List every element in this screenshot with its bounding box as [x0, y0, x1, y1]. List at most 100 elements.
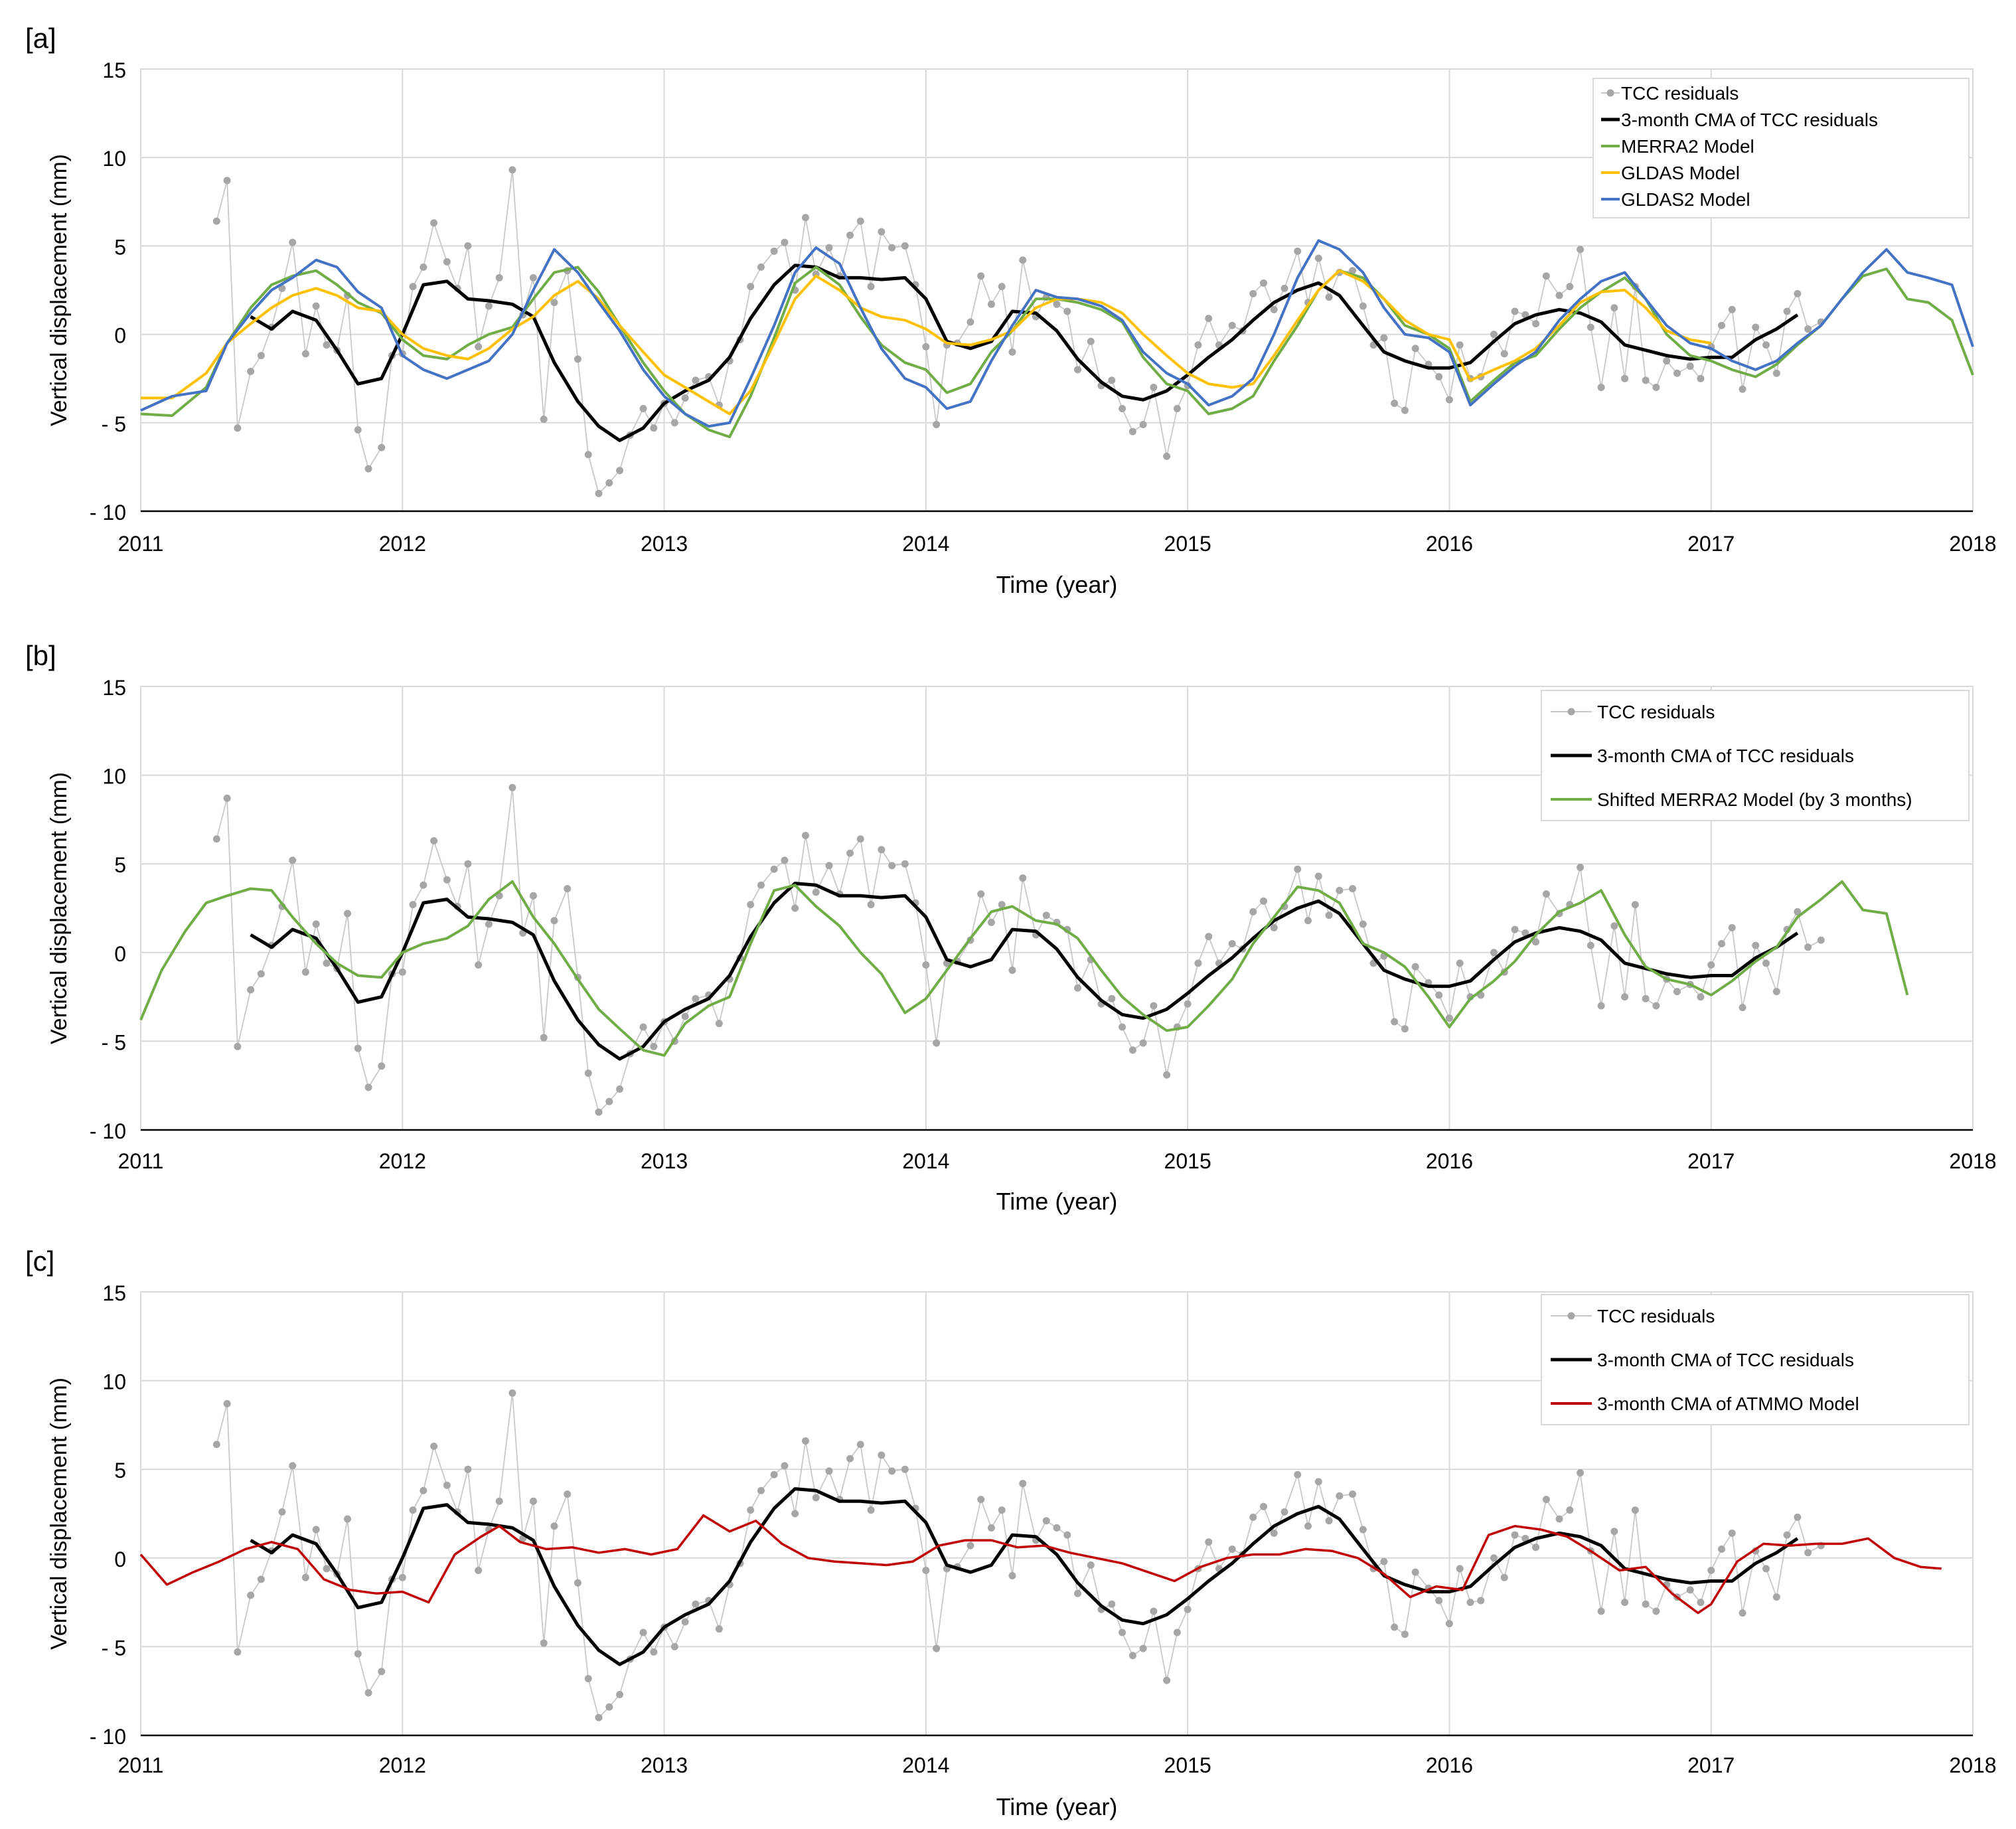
residual-point: [1042, 912, 1050, 919]
residual-point: [247, 986, 255, 994]
residual-point: [1490, 1554, 1498, 1562]
residual-point: [1294, 1471, 1302, 1478]
residual-point: [1631, 1506, 1639, 1514]
residual-point: [856, 217, 864, 225]
x-tick-label: 2018: [1949, 532, 1996, 556]
residual-point: [888, 862, 896, 870]
residual-point: [257, 1575, 265, 1583]
residual-point: [1652, 1607, 1660, 1615]
residual-point: [1163, 1071, 1171, 1079]
residual-point: [485, 920, 493, 928]
residual-point: [901, 242, 909, 250]
legend-label: TCC residuals: [1597, 1306, 1715, 1326]
residual-point: [1108, 1600, 1116, 1608]
residual-point: [378, 1668, 386, 1676]
residual-point: [495, 274, 503, 281]
legend-label: 3-month CMA of TCC residuals: [1621, 110, 1878, 130]
residual-point: [1772, 1593, 1780, 1601]
series-merra2-line: [139, 880, 1909, 1057]
residual-point: [323, 1565, 331, 1573]
residual-point: [1074, 1589, 1082, 1597]
residual-point: [681, 394, 689, 402]
y-tick-label: 0: [114, 942, 126, 966]
residual-point: [781, 238, 789, 246]
residual-point: [1445, 396, 1453, 404]
residual-point: [1205, 933, 1213, 941]
residual-point: [595, 1108, 603, 1116]
residual-point: [223, 177, 231, 185]
residual-point: [1490, 331, 1498, 339]
residual-point: [1490, 949, 1498, 957]
residual-point: [1380, 1557, 1388, 1565]
residual-point: [1717, 939, 1725, 947]
residual-point: [715, 1020, 723, 1028]
residual-point: [1401, 1630, 1409, 1638]
legend-box: [1592, 78, 1970, 218]
residual-point: [901, 860, 909, 868]
legend-label: MERRA2 Model: [1621, 136, 1754, 157]
residual-point: [1707, 1567, 1715, 1575]
residual-point: [1325, 1517, 1333, 1525]
residual-point: [1435, 991, 1443, 999]
residual-point: [564, 1490, 572, 1498]
residual-point: [1249, 289, 1257, 297]
x-axis-title: Time (year): [996, 1793, 1118, 1820]
residual-point: [639, 1023, 647, 1031]
residual-point: [1411, 963, 1419, 971]
x-tick-label: 2012: [379, 1149, 426, 1173]
residual-point: [1411, 1568, 1419, 1576]
x-tick-label: 2013: [641, 532, 688, 556]
residual-point: [364, 1689, 372, 1697]
residual-point: [475, 1567, 483, 1575]
residual-point: [747, 1506, 755, 1514]
residual-point: [540, 415, 548, 423]
legend-label: TCC residuals: [1597, 702, 1715, 722]
residual-point: [508, 1389, 516, 1397]
residual-point: [681, 1012, 689, 1020]
residual-point: [1631, 901, 1639, 909]
residual-point: [933, 420, 941, 428]
residual-point: [223, 1399, 231, 1407]
y-tick-label: 10: [102, 765, 126, 789]
residual-point: [1466, 1599, 1474, 1607]
residual-point: [1772, 988, 1780, 996]
residual-point: [825, 1467, 833, 1475]
residual-point: [257, 352, 265, 360]
y-tick-label: 15: [102, 58, 126, 82]
series-merra2: [139, 880, 1909, 1057]
residual-point: [1128, 1046, 1136, 1054]
residual-point: [1597, 1607, 1605, 1615]
residual-point: [1762, 1565, 1770, 1573]
y-tick-label: 15: [102, 1281, 126, 1305]
residual-point: [1325, 912, 1333, 919]
residual-point: [670, 419, 678, 427]
series-merra2: [140, 266, 1974, 439]
residual-point: [223, 794, 231, 802]
residual-point: [1577, 864, 1585, 872]
residual-point: [933, 1644, 941, 1652]
y-tick-label: 10: [102, 147, 126, 171]
residual-point: [289, 856, 297, 864]
y-tick-label: 10: [102, 1370, 126, 1394]
residual-point: [878, 846, 886, 854]
residual-point: [1163, 452, 1171, 460]
series-residuals: [212, 166, 1825, 497]
residual-point: [670, 1642, 678, 1650]
x-tick-label: 2012: [379, 532, 426, 556]
legend-marker: [1567, 708, 1575, 716]
residual-point: [1752, 323, 1760, 331]
residual-point: [846, 1455, 854, 1463]
residual-point: [781, 1462, 789, 1470]
residual-point: [529, 892, 537, 900]
residual-point: [1008, 348, 1016, 356]
residual-point: [1391, 1623, 1399, 1631]
y-tick-label: 5: [114, 1459, 126, 1482]
residual-point: [1249, 1513, 1257, 1521]
residual-point: [1794, 289, 1802, 297]
residual-point: [595, 1713, 603, 1721]
residual-point: [616, 1085, 624, 1093]
residual-point: [247, 368, 255, 376]
residual-point: [1074, 984, 1082, 992]
residual-point: [234, 424, 242, 432]
